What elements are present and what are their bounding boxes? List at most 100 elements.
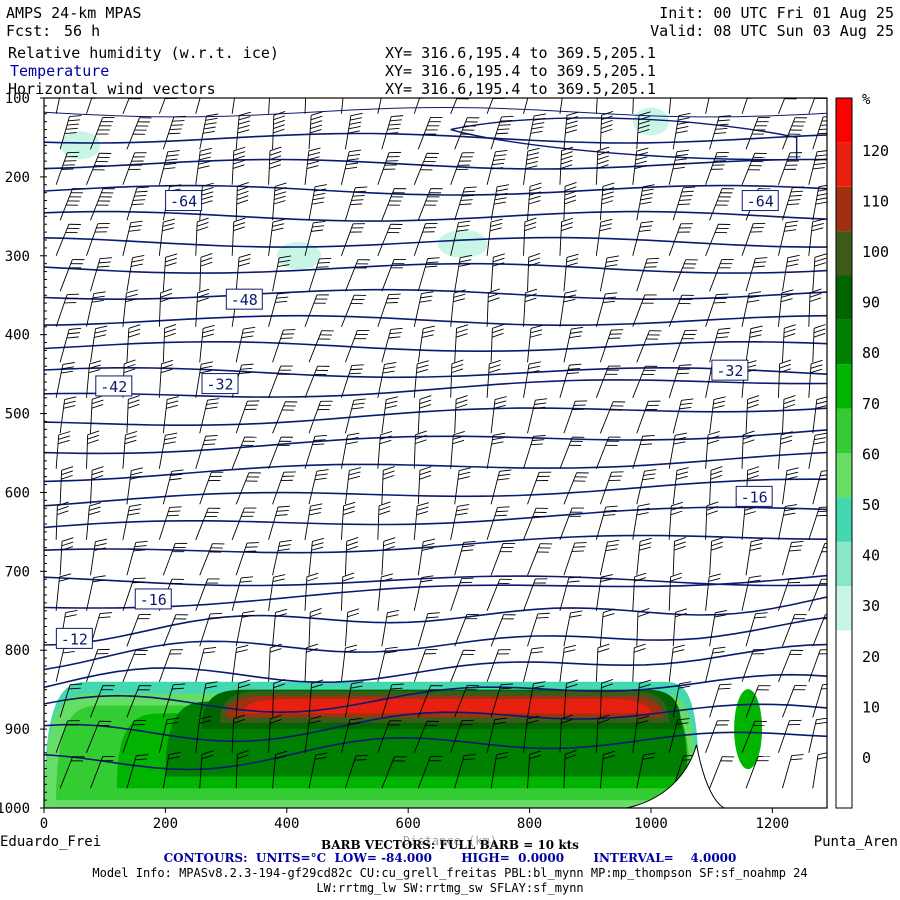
temperature-label-box (201, 373, 239, 395)
wind-barb (668, 432, 688, 469)
wind-barb (308, 469, 329, 505)
wind-barb (668, 501, 683, 540)
x-end-label: Punta_Aren (813, 834, 898, 850)
wind-barb (636, 400, 661, 434)
wind-barb (126, 324, 141, 363)
wind-barb (86, 291, 106, 327)
wind-barb (162, 396, 179, 434)
wind-barb (632, 572, 647, 611)
init-time: Init: 00 UTC Fri 01 Aug 25 (659, 4, 894, 22)
wind-barb (231, 146, 246, 185)
wind-barb (340, 572, 355, 611)
wind-barb (595, 146, 610, 185)
wind-barb (126, 467, 144, 505)
wind-barb (778, 649, 804, 682)
x-tick-label: 600 (396, 816, 421, 832)
wind-barb (308, 184, 327, 221)
temperature-isotherm (44, 596, 827, 646)
wind-barb (454, 540, 476, 576)
wind-barb (272, 255, 292, 292)
wind-barb (381, 327, 403, 363)
wind-barb (778, 152, 803, 185)
wind-barb (563, 679, 579, 718)
wind-barb (527, 113, 547, 150)
wind-barb (454, 186, 477, 221)
wind-barb (672, 467, 689, 505)
wind-barb (344, 186, 368, 221)
wind-barb (632, 365, 658, 398)
wind-barb (59, 466, 74, 505)
wind-barb (812, 543, 827, 576)
wind-barb (636, 608, 650, 647)
wind-barb (745, 756, 771, 789)
wind-barb (705, 98, 712, 114)
wind-barb (559, 217, 574, 256)
wind-barb (268, 365, 293, 398)
wind-barb (272, 182, 287, 221)
wind-barb (231, 644, 249, 682)
wind-barb (672, 537, 686, 576)
wind-barb (812, 253, 827, 292)
wind-barb (599, 329, 624, 363)
wind-barb (672, 608, 688, 647)
forecast-label: Fcst: (6, 22, 52, 40)
wind-barb (199, 398, 220, 434)
wind-barb (636, 111, 651, 150)
wind-barb (235, 182, 249, 221)
temperature-label: -64 (747, 193, 774, 211)
wind-barb (195, 578, 220, 611)
wind-barb (377, 431, 393, 469)
wind-barb (86, 720, 112, 753)
wind-barb (162, 542, 188, 576)
wind-barb (417, 466, 432, 505)
y-tick-label: 100 (5, 91, 30, 107)
wind-barb (741, 720, 767, 753)
wind-barb (55, 431, 71, 469)
colorbar-tick-label: 20 (862, 648, 880, 666)
wind-barb (268, 505, 291, 540)
wind-barb (86, 430, 100, 469)
colorbar-tick-label: 90 (862, 294, 880, 312)
wind-barb (595, 643, 610, 682)
wind-barb (490, 396, 507, 434)
wind-barb (268, 643, 282, 682)
wind-barb (235, 610, 255, 647)
wind-barb (417, 538, 436, 576)
wind-barb (781, 324, 796, 363)
temperature-isotherm (44, 132, 827, 144)
wind-barb (235, 679, 251, 718)
wind-barb (741, 152, 767, 185)
wind-barb (632, 294, 657, 327)
wind-barb (705, 501, 719, 540)
wind-barb (55, 501, 69, 540)
wind-barb (199, 681, 218, 718)
wind-barb (417, 117, 443, 150)
wind-barb (377, 293, 401, 327)
wind-barb (162, 324, 177, 363)
temperature-isotherm (44, 673, 827, 714)
field-temp-xy: XY= 316.6,195.4 to 369.5,205.1 (385, 62, 656, 80)
wind-barb (527, 750, 542, 789)
wind-barb (486, 218, 503, 256)
wind-barb (595, 218, 613, 256)
wind-barb (195, 98, 206, 114)
wind-barb (86, 648, 110, 682)
wind-barb (709, 537, 724, 576)
wind-barb (781, 254, 800, 292)
wind-barb (812, 614, 827, 647)
wind-barb (527, 253, 541, 292)
colorbar-tick-label: 110 (862, 192, 889, 210)
wind-barb (668, 718, 690, 753)
wind-barb (595, 292, 618, 327)
wind-barb (195, 361, 214, 398)
wind-barb (705, 573, 721, 611)
wind-barb (377, 501, 391, 540)
wind-barb (523, 646, 544, 682)
wind-barb (599, 255, 619, 292)
wind-barb (599, 111, 614, 150)
wind-barb (377, 573, 393, 611)
wind-barb (308, 679, 324, 718)
y-tick-label: 300 (5, 249, 30, 265)
wind-barb (636, 257, 660, 292)
wind-barb (122, 220, 143, 256)
